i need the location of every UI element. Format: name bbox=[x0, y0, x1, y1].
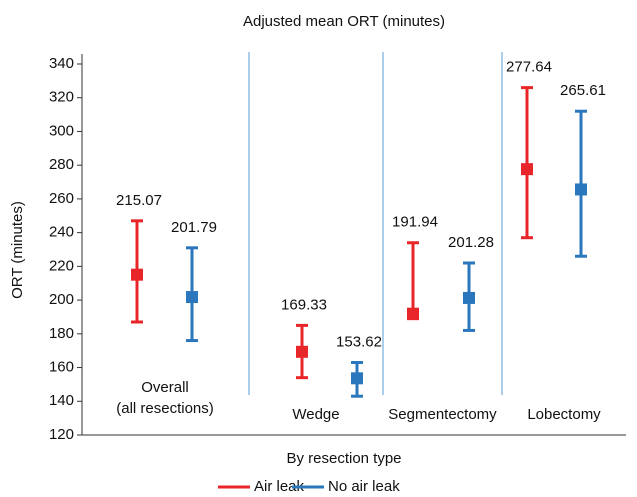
y-tick-label: 220 bbox=[49, 257, 74, 274]
legend-label: Air leak bbox=[254, 478, 305, 495]
y-tick-label: 180 bbox=[49, 325, 74, 342]
marker bbox=[463, 291, 475, 304]
marker bbox=[575, 183, 587, 196]
y-tick-label: 300 bbox=[49, 122, 74, 139]
y-tick-label: 140 bbox=[49, 392, 74, 409]
marker bbox=[521, 163, 533, 176]
marker bbox=[407, 307, 419, 320]
legend-label: No air leak bbox=[328, 478, 400, 495]
value-label: 201.28 bbox=[448, 234, 494, 251]
category-label: Wedge bbox=[292, 406, 340, 423]
x-axis-label: By resection type bbox=[286, 450, 401, 467]
category-label: Segmentectomy bbox=[388, 406, 497, 423]
value-label: 215.07 bbox=[116, 192, 162, 209]
y-tick-label: 260 bbox=[49, 190, 74, 207]
value-label: 191.94 bbox=[392, 214, 438, 231]
marker bbox=[296, 345, 308, 358]
y-tick-label: 240 bbox=[49, 224, 74, 241]
value-label: 169.33 bbox=[281, 296, 327, 313]
category-label: Lobectomy bbox=[527, 406, 601, 423]
y-tick-label: 280 bbox=[49, 156, 74, 173]
value-label: 153.62 bbox=[336, 333, 382, 350]
y-tick-label: 340 bbox=[49, 55, 74, 72]
y-tick-label: 120 bbox=[49, 426, 74, 443]
value-label: 277.64 bbox=[506, 59, 552, 76]
value-label: 265.61 bbox=[560, 82, 606, 99]
y-axis-label: ORT (minutes) bbox=[9, 201, 26, 299]
y-tick-label: 200 bbox=[49, 291, 74, 308]
y-tick-label: 320 bbox=[49, 89, 74, 106]
y-tick-label: 160 bbox=[49, 359, 74, 376]
chart-title: Adjusted mean ORT (minutes) bbox=[243, 13, 445, 30]
value-label: 201.79 bbox=[171, 219, 217, 236]
marker bbox=[351, 372, 363, 385]
category-label: Overall (all resections) bbox=[116, 379, 214, 417]
marker bbox=[131, 268, 143, 281]
marker bbox=[186, 291, 198, 304]
